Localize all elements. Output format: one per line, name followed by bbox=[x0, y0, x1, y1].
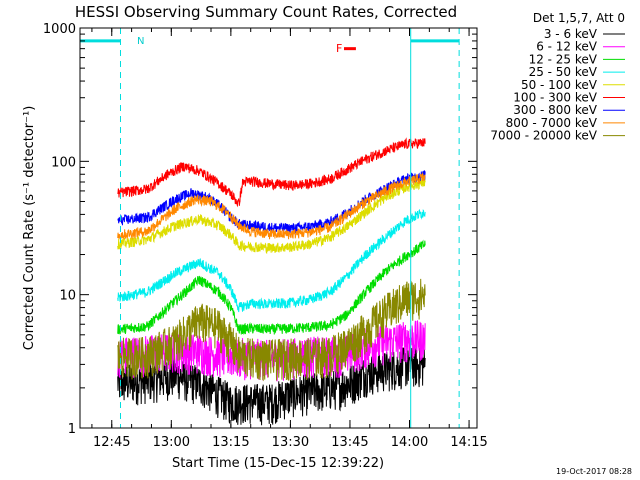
legend-label-2: 12 - 25 keV bbox=[529, 52, 598, 66]
y-axis-label: Corrected Count Rate (s⁻¹ detector⁻¹) bbox=[22, 106, 37, 351]
legend-label-0: 3 - 6 keV bbox=[544, 27, 598, 41]
legend-label-7: 800 - 7000 keV bbox=[506, 116, 598, 130]
series-line-4 bbox=[117, 178, 426, 255]
x-tick-label-4: 13:45 bbox=[331, 435, 368, 450]
night-label: N bbox=[137, 36, 144, 47]
y-tick-label-1: 10 bbox=[59, 289, 76, 304]
x-tick-label-2: 13:15 bbox=[212, 435, 249, 450]
x-tick-label-6: 14:15 bbox=[450, 435, 487, 450]
series-line-5 bbox=[117, 137, 426, 208]
flare-label: F bbox=[336, 42, 342, 55]
series-line-8 bbox=[117, 278, 426, 382]
legend-label-5: 100 - 300 keV bbox=[513, 91, 597, 105]
series-line-2 bbox=[117, 239, 426, 336]
x-tick-label-1: 13:00 bbox=[153, 435, 190, 450]
y-tick-label-0: 1 bbox=[68, 422, 76, 437]
x-tick-label-0: 12:45 bbox=[93, 435, 130, 450]
annotation-layer bbox=[80, 28, 460, 428]
axis-layer: 12:45 13:00 13:15 13:30 13:45 14:00 14:15 1 10 10… bbox=[43, 22, 488, 450]
footer-date: 19-Oct-2017 08:28 bbox=[556, 467, 632, 476]
chart-title: HESSI Observing Summary Count Rates, Cor… bbox=[75, 3, 457, 21]
y-tick-label-3: 1000 bbox=[43, 22, 76, 37]
plot-frame bbox=[79, 27, 478, 429]
series-line-0 bbox=[117, 346, 426, 426]
legend-title: Det 1,5,7, Att 0 bbox=[533, 11, 625, 25]
series-layer bbox=[117, 137, 426, 426]
legend-label-6: 300 - 800 keV bbox=[513, 103, 597, 117]
legend-label-8: 7000 - 20000 keV bbox=[490, 129, 597, 143]
series-line-3 bbox=[117, 208, 426, 313]
x-tick-label-3: 13:30 bbox=[272, 435, 309, 450]
legend-label-3: 25 - 50 keV bbox=[529, 65, 598, 79]
series-line-7 bbox=[117, 171, 426, 241]
x-axis-label: Start Time (15-Dec-15 12:39:22) bbox=[172, 456, 384, 471]
legend-label-1: 6 - 12 keV bbox=[536, 40, 598, 54]
y-tick-label-2: 100 bbox=[51, 155, 76, 170]
legend-label-4: 50 - 100 keV bbox=[521, 78, 598, 92]
x-tick-label-5: 14:00 bbox=[391, 435, 428, 450]
